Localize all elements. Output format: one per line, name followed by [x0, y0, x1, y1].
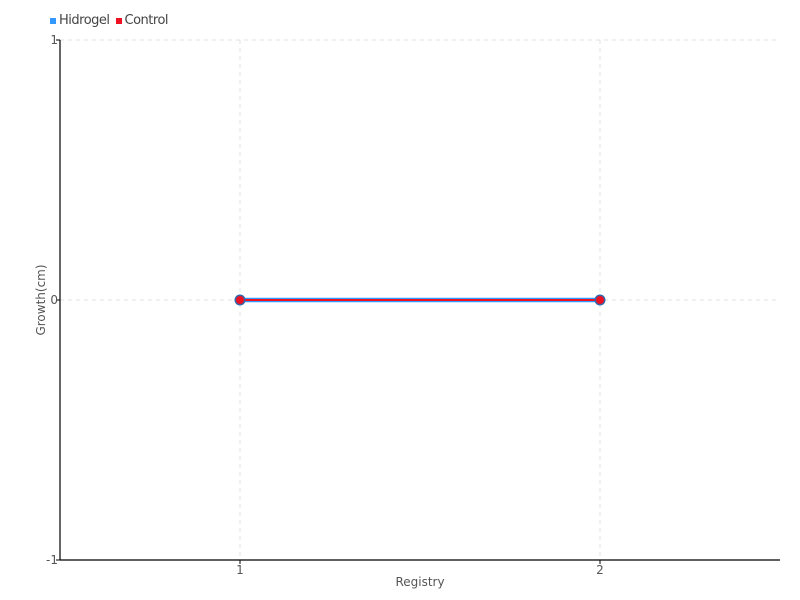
- legend: Hidrogel Control: [50, 13, 169, 28]
- x-axis-label: Registry: [395, 575, 444, 589]
- legend-swatch-control: [115, 17, 122, 24]
- legend-label-control: Control: [124, 13, 169, 28]
- legend-item-hidrogel[interactable]: Hidrogel: [50, 13, 110, 28]
- y-tick-label: 0: [50, 293, 58, 307]
- legend-item-control[interactable]: Control: [115, 13, 169, 28]
- y-tick-label: 1: [50, 33, 58, 47]
- legend-swatch-hidrogel: [50, 17, 56, 24]
- legend-label-hidrogel: Hidrogel: [59, 13, 110, 28]
- x-tick-label: 1: [236, 563, 244, 577]
- data-point-control[interactable]: [236, 296, 244, 304]
- ticks: 1 0 -1 1 2: [46, 33, 604, 577]
- series: [234, 294, 606, 306]
- data-point-control[interactable]: [596, 296, 604, 304]
- x-tick-label: 2: [596, 563, 604, 577]
- y-tick-label: -1: [46, 553, 58, 567]
- y-axis-label: Growth(cm): [34, 264, 48, 335]
